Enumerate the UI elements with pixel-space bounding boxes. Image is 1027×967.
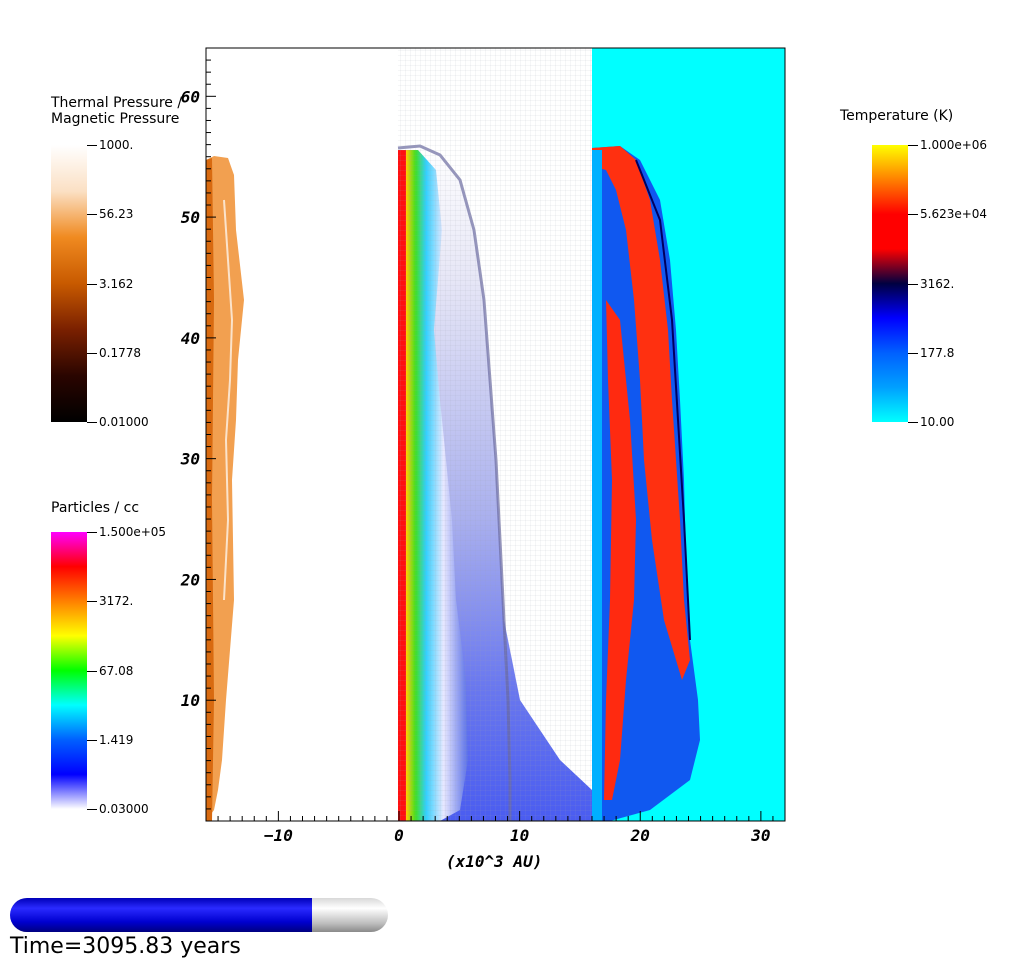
colorbar-tick-label: 56.23 — [99, 207, 134, 221]
x-tick-label: 20 — [630, 826, 650, 845]
x-axis-label: (x10^3 AU) — [446, 852, 543, 871]
temperature-hot-inner — [604, 300, 636, 800]
y-tick-label: 30 — [180, 450, 200, 469]
temperature-hot-shell — [592, 146, 690, 680]
density-grid — [398, 48, 592, 821]
temperature-colorbar — [872, 145, 908, 422]
colorbar-tick — [908, 214, 918, 215]
colorbar-tick — [87, 353, 97, 354]
colorbar-tick — [908, 422, 918, 423]
pressure-panel — [206, 48, 398, 821]
colorbar-tick — [87, 284, 97, 285]
colorbar-tick — [908, 353, 918, 354]
colorbar-tick-label: 3162. — [920, 277, 955, 291]
colorbar-tick — [87, 740, 97, 741]
time-label: Time=3095.83 years — [10, 934, 241, 959]
x-tick-label: 30 — [750, 826, 770, 845]
colorbar-tick-label: 1000. — [99, 138, 134, 152]
colorbar-tick-label: 67.08 — [99, 664, 134, 678]
x-tick-label: 0 — [394, 826, 404, 845]
colorbar-tick — [87, 671, 97, 672]
colorbar-tick — [908, 284, 918, 285]
pressure-colorbar — [51, 145, 87, 422]
colorbar-tick-label: 1.500e+05 — [99, 525, 167, 539]
colorbar-tick-label: 3172. — [99, 594, 134, 608]
pressure-panel-bg — [206, 48, 398, 821]
y-axis: 10 20 30 40 50 60 — [180, 47, 216, 810]
colorbar-tick-label: 177.8 — [920, 346, 955, 360]
density-colorbar-title: Particles / cc — [51, 500, 140, 516]
time-progress-bar — [10, 898, 388, 932]
y-tick-label: 20 — [180, 570, 200, 589]
colorbar-tick — [87, 809, 97, 810]
colorbar-tick — [87, 214, 97, 215]
colorbar-tick-label: 0.1778 — [99, 346, 141, 360]
x-tick-label: 10 — [510, 826, 529, 845]
time-progress-fill — [10, 898, 313, 932]
pressure-jet-shape — [206, 156, 244, 821]
colorbar-tick-label: 10.00 — [920, 415, 955, 429]
colorbar-tick-label: 1.000e+06 — [920, 138, 988, 152]
density-colorbar — [51, 532, 87, 809]
colorbar-tick — [87, 145, 97, 146]
colorbar-tick — [908, 145, 918, 146]
pressure-colorbar-title: Thermal Pressure / Magnetic Pressure — [51, 95, 183, 127]
temperature-panel — [592, 48, 785, 821]
colorbar-tick — [87, 532, 97, 533]
temperature-axis-strip — [592, 150, 602, 821]
temperature-dark-edge — [635, 159, 691, 641]
colorbar-tick-label: 0.03000 — [99, 802, 149, 816]
colorbar-tick-label: 0.01000 — [99, 415, 149, 429]
y-tick-label: 10 — [181, 691, 200, 710]
y-tick-label: 60 — [181, 87, 200, 106]
y-tick-label: 40 — [181, 329, 200, 348]
x-tick-label: −10 — [264, 826, 293, 845]
colorbar-tick — [87, 601, 97, 602]
temperature-colorbar-title: Temperature (K) — [840, 108, 954, 124]
colorbar-tick — [87, 422, 97, 423]
colorbar-tick-label: 5.623e+04 — [920, 207, 988, 221]
y-tick-label: 50 — [181, 208, 200, 227]
pressure-jet-streak — [223, 199, 234, 601]
colorbar-tick-label: 1.419 — [99, 733, 134, 747]
colorbar-tick-label: 3.162 — [99, 277, 134, 291]
x-axis: −10 0 10 20 30 — [205, 811, 786, 845]
density-panel — [397, 48, 592, 821]
pressure-jet-core — [206, 158, 214, 821]
